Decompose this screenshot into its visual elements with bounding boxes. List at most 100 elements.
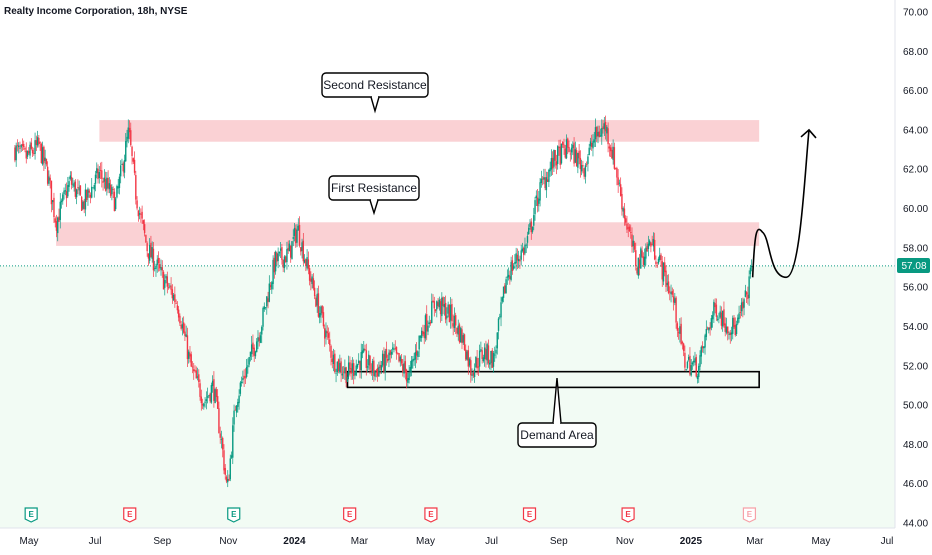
candle [60,198,63,209]
candle [686,360,689,370]
candle [73,180,75,192]
candle [345,366,347,388]
candle [371,358,374,380]
candle [652,232,655,252]
candle [443,296,446,316]
candle [364,344,366,351]
candle [544,168,546,191]
candle [641,246,643,259]
candle [39,141,41,151]
candle [195,366,197,379]
candle [564,144,566,159]
candle [539,177,541,207]
candle [583,167,585,180]
candle [602,119,604,134]
candle [157,251,160,272]
candle [489,359,491,370]
candle [308,265,311,286]
second-resistance-zone [99,120,760,142]
candle [278,251,281,257]
x-tick-label: Jul [89,536,102,547]
candle [460,326,462,343]
candle [147,253,150,266]
candle [114,196,117,212]
candle [88,188,90,199]
candle [627,222,629,238]
candle [108,177,111,194]
candle [165,273,167,284]
candle [291,241,293,260]
candle [545,171,548,198]
candle [230,451,233,459]
earnings-marker-icon[interactable]: E [522,507,537,523]
earnings-marker-icon[interactable]: E [343,507,357,523]
candle [711,311,714,328]
candle [691,361,694,370]
earnings-marker-icon[interactable]: E [424,507,438,523]
zones-layer [56,120,760,389]
candle [439,298,442,323]
candle [456,327,458,337]
candle [418,335,420,357]
y-tick-label: 64.00 [903,125,928,136]
candle [415,342,418,364]
candle [216,389,219,409]
earnings-marker-icon[interactable]: E [742,507,757,523]
candle [335,368,337,383]
candle [471,368,473,381]
svg-text:E: E [428,510,434,519]
earnings-marker-icon[interactable]: E [621,507,635,523]
earnings-marker-icon[interactable]: E [227,507,241,523]
candle [293,223,296,242]
candle [284,255,287,263]
earnings-marker-icon[interactable]: E [123,507,137,523]
candle [423,324,425,345]
candle [277,247,279,269]
candle [70,171,73,190]
y-tick-label: 56.00 [903,283,928,294]
candle [506,269,509,285]
x-tick-label: 2025 [680,536,703,547]
candle [582,160,584,174]
candle [657,256,660,265]
candle [557,145,559,170]
candle [713,299,715,324]
candle [495,345,497,359]
candle [322,306,325,329]
candle [87,187,89,206]
candle [316,288,318,313]
candle [363,340,365,354]
candle [23,140,25,151]
candle [646,242,648,252]
candle [661,255,663,287]
candle [28,147,30,156]
candle [622,206,624,218]
candle [499,313,501,320]
candle [417,350,419,361]
candle [196,367,199,381]
candle [432,294,434,303]
candle [536,188,539,213]
candle [703,346,705,354]
candle [720,306,723,330]
candle [122,161,124,177]
candle [515,247,517,271]
candle [321,305,323,318]
candle [433,296,435,317]
candle [636,266,638,276]
x-tick-label: Mar [351,536,369,547]
candle [492,350,495,373]
candle [57,216,59,242]
candle [689,347,691,377]
candle [554,149,556,169]
candle [395,346,398,360]
candle [409,360,412,377]
earnings-marker-icon[interactable]: E [24,507,38,523]
candle [317,285,320,318]
candles-layer [14,115,753,488]
candle [370,363,373,376]
candle [33,147,35,156]
candle [340,357,342,382]
